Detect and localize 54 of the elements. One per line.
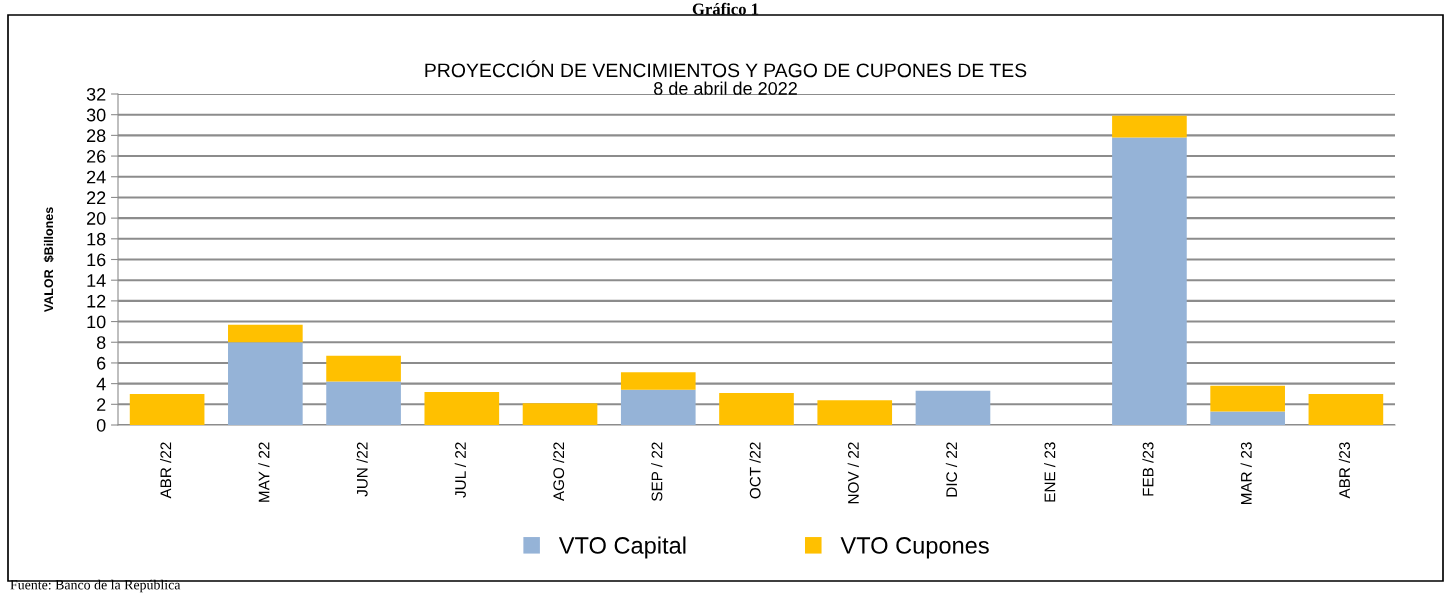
y-tick-label: 4 bbox=[96, 377, 106, 391]
y-tick-label: 22 bbox=[87, 191, 106, 204]
legend-label: VTO Capital bbox=[558, 536, 686, 559]
y-tick-label: 26 bbox=[87, 150, 106, 163]
x-tick-label: ENE / 23 bbox=[1044, 442, 1056, 502]
bar bbox=[1112, 115, 1187, 138]
legend-label: VTO Cupones bbox=[840, 537, 989, 559]
source-note: Fuente: Banco de la República bbox=[10, 579, 181, 593]
x-tick-label: AGO /22 bbox=[552, 442, 565, 502]
bar bbox=[228, 324, 303, 343]
x-tick-label: ABR /23 bbox=[1338, 442, 1350, 499]
bar bbox=[1308, 393, 1384, 425]
bar bbox=[719, 392, 794, 425]
y-tick-label: 8 bbox=[96, 336, 106, 349]
y-tick-label: 28 bbox=[87, 129, 106, 143]
chart-subtitle: 8 de abril de 2022 bbox=[654, 81, 797, 95]
bar bbox=[129, 393, 205, 425]
y-tick-label: 30 bbox=[86, 108, 106, 122]
y-tick-label: 32 bbox=[86, 87, 106, 101]
bar bbox=[522, 403, 598, 425]
x-tick-label: SEP / 22 bbox=[651, 442, 663, 501]
bar bbox=[1210, 385, 1285, 412]
bar bbox=[915, 390, 991, 425]
bar bbox=[817, 400, 893, 425]
bar bbox=[620, 389, 696, 425]
x-tick-label: NOV / 22 bbox=[847, 442, 859, 504]
y-tick-label: 6 bbox=[97, 356, 106, 370]
bar bbox=[1112, 137, 1187, 425]
x-tick-label: ABR /22 bbox=[159, 442, 172, 499]
y-tick-label: 14 bbox=[87, 274, 106, 287]
y-tick-label: 0 bbox=[96, 418, 106, 432]
chart-title: PROYECCIÓN DE VENCIMIENTOS Y PAGO DE CUPONES DE TES bbox=[425, 60, 1027, 78]
y-tick-label: 24 bbox=[87, 170, 106, 184]
y-tick-label: 16 bbox=[87, 253, 106, 267]
x-tick-label: OCT /22 bbox=[749, 442, 761, 499]
x-tick-label: JUL / 22 bbox=[454, 442, 466, 498]
y-axis-title: VALOR $Billones bbox=[43, 207, 54, 313]
y-tick-label: 10 bbox=[87, 315, 106, 329]
x-tick-label: MAY / 22 bbox=[258, 442, 270, 502]
y-tick-label: 18 bbox=[87, 232, 106, 246]
text: Gráfico 1 bbox=[692, 2, 759, 15]
bar bbox=[620, 372, 696, 390]
bar bbox=[326, 381, 401, 425]
y-tick-label: 20 bbox=[87, 212, 106, 225]
bar bbox=[1210, 411, 1285, 425]
y-tick-label: 2 bbox=[97, 398, 106, 411]
x-tick-label: FEB /23 bbox=[1142, 442, 1154, 496]
y-tick-label: 12 bbox=[87, 294, 106, 308]
bar bbox=[326, 355, 401, 382]
x-tick-label: MAR / 23 bbox=[1240, 442, 1252, 505]
x-tick-label: DIC / 22 bbox=[945, 442, 958, 497]
x-tick-label: JUN /22 bbox=[356, 442, 368, 497]
bar bbox=[228, 342, 303, 425]
bar bbox=[424, 391, 500, 425]
